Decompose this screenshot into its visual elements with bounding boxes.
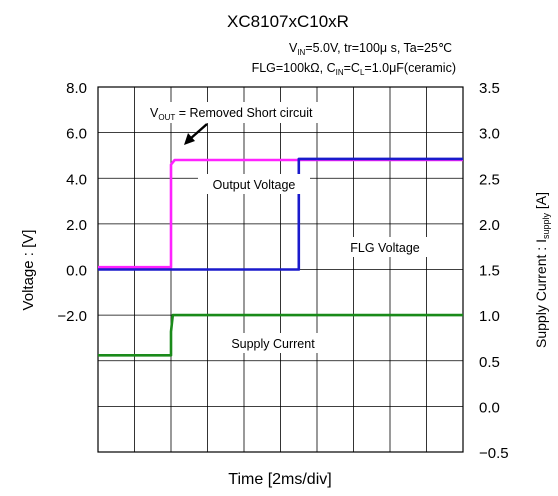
right-tick-label: 0.5 (479, 354, 500, 371)
right-tick-label: 3.0 (479, 126, 500, 143)
left-axis-label: Voltage : [V] (20, 230, 37, 311)
right-axis-label-unit: [A] (533, 192, 549, 213)
right-tick-label: 1.0 (479, 308, 500, 325)
label-output-voltage-background (198, 174, 310, 194)
annotation-arrow (184, 123, 208, 145)
right-tick-label: 1.5 (479, 263, 500, 280)
label-output-voltage: Output Voltage (213, 178, 296, 192)
cl-subscript: L (360, 68, 365, 77)
left-axis-ticks: 8.0 6.0 4.0 2.0 0.0 −2.0 (57, 80, 87, 325)
annotation-vout-text: VOUT = Removed Short circuit (150, 106, 313, 122)
right-tick-label: 2.0 (479, 217, 500, 234)
label-flg-voltage-background (340, 237, 430, 257)
vin-symbol: V (289, 41, 298, 55)
cin-subscript: IN (336, 68, 344, 77)
right-axis-ticks: 3.5 3.0 2.5 2.0 1.5 1.0 0.5 0.0 −0.5 (479, 80, 509, 462)
left-tick-label: 2.0 (66, 217, 87, 234)
right-axis-label: Supply Current : Isupply [A] (533, 192, 551, 348)
condition-line-2: FLG=100kΩ, CIN=CL=1.0μF(ceramic) (252, 61, 456, 77)
right-tick-label: 3.5 (479, 80, 500, 97)
left-tick-label: 6.0 (66, 126, 87, 143)
flg-condition-text: FLG=100kΩ, C (252, 61, 336, 75)
cin-equals-c: =C (344, 61, 360, 75)
right-tick-label: 0.0 (479, 399, 500, 416)
annotation-vout-label: VOUT = Removed Short circuit (147, 102, 353, 123)
vout-symbol: V (150, 106, 159, 120)
annotation-vout-background (147, 102, 353, 123)
arrow-shaft (189, 123, 208, 140)
right-tick-label: −0.5 (479, 445, 509, 462)
series-output-voltage (98, 158, 463, 269)
label-supply-current-background (218, 333, 328, 353)
vout-subscript: OUT (158, 113, 175, 122)
series-group (98, 157, 463, 357)
label-flg-voltage: FLG Voltage (350, 241, 420, 255)
left-tick-label: 4.0 (66, 171, 87, 188)
condition-line-1: VIN=5.0V, tr=100μ s, Ta=25℃ (289, 41, 452, 57)
right-axis-label-subscript: supply (541, 213, 551, 240)
vin-subscript: IN (297, 48, 305, 57)
series-flg-voltage (98, 157, 463, 271)
chart-title: XC8107xC10xR (227, 12, 349, 31)
right-tick-label: 2.5 (479, 171, 500, 188)
capacitor-condition-text: =1.0μF(ceramic) (364, 61, 456, 75)
series-supply-current (98, 313, 463, 357)
vout-annotation-rest: = Removed Short circuit (175, 106, 313, 120)
label-supply-current: Supply Current (231, 337, 315, 351)
left-tick-label: 0.0 (66, 263, 87, 280)
x-axis-label: Time [2ms/div] (228, 471, 331, 488)
left-tick-label: −2.0 (57, 308, 87, 325)
vin-condition-text: =5.0V, tr=100μ s, Ta=25℃ (305, 41, 452, 55)
left-tick-label: 8.0 (66, 80, 87, 97)
right-axis-label-main: Supply Current : I (533, 239, 549, 348)
arrow-head (184, 133, 195, 145)
